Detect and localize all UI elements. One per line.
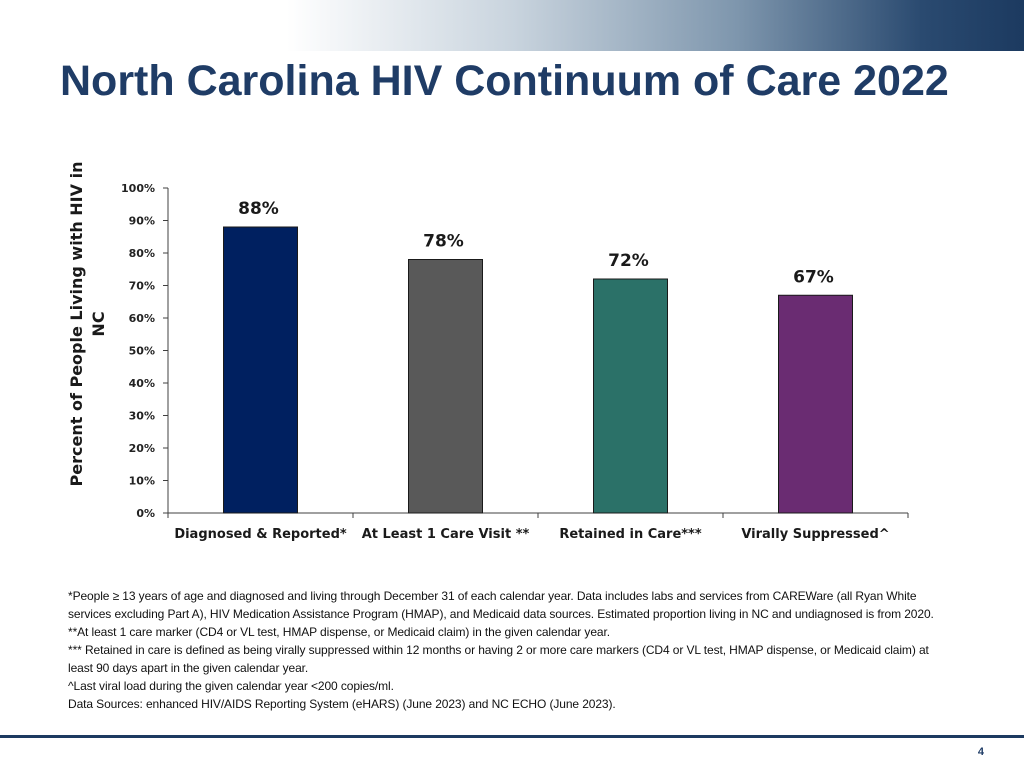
footnote: **At least 1 care marker (CD4 or VL test… xyxy=(68,625,610,639)
y-tick-label: 100% xyxy=(121,182,155,195)
y-tick-label: 20% xyxy=(129,442,155,455)
category-label: Virally Suppressed^ xyxy=(741,527,889,542)
y-tick-label: 60% xyxy=(129,312,155,325)
category-label: Retained in Care*** xyxy=(559,527,702,542)
y-ticks: 0% 10% 20% 30% 40% 50% 60% 70% 80% 90% 100% xyxy=(121,182,168,520)
bar-1 xyxy=(223,226,298,514)
data-labels: 88% 78% 72% 67% xyxy=(238,199,834,287)
data-label: 88% xyxy=(238,199,279,219)
y-tick-label: 70% xyxy=(129,280,155,293)
data-label: 78% xyxy=(423,232,464,252)
bar-4 xyxy=(778,294,853,514)
y-axis-label-line: NC xyxy=(89,311,108,336)
y-tick-label: 30% xyxy=(129,410,155,423)
y-tick-label: 40% xyxy=(129,377,155,390)
y-axis-label-line: Percent of People Living with HIV in xyxy=(67,162,86,487)
data-label: 72% xyxy=(608,251,649,271)
category-label: Diagnosed & Reported* xyxy=(174,527,347,542)
category-labels: Diagnosed & Reported* At Least 1 Care Vis… xyxy=(174,527,889,542)
y-tick-label: 80% xyxy=(129,247,155,260)
y-tick-label: 0% xyxy=(136,507,155,520)
footnote: Data Sources: enhanced HIV/AIDS Reportin… xyxy=(68,697,616,711)
bar-chart: Percent of People Living with HIV in NC 0… xyxy=(67,162,909,542)
category-label: At Least 1 Care Visit ** xyxy=(362,527,530,542)
footnote: *People ≥ 13 years of age and diagnosed … xyxy=(68,589,934,621)
y-axis-label: Percent of People Living with HIV in NC xyxy=(67,162,108,487)
header-band xyxy=(0,0,1024,51)
y-tick-label: 90% xyxy=(129,215,155,228)
footnotes: *People ≥ 13 years of age and diagnosed … xyxy=(68,587,948,713)
footnote: *** Retained in care is defined as being… xyxy=(68,643,929,675)
data-label: 67% xyxy=(793,267,834,287)
bar-2 xyxy=(408,259,483,514)
slide-title: North Carolina HIV Continuum of Care 202… xyxy=(60,57,949,105)
page-number: 4 xyxy=(977,746,984,758)
y-tick-label: 50% xyxy=(129,345,155,358)
footnote: ^Last viral load during the given calend… xyxy=(68,679,394,693)
footer-rule xyxy=(0,735,1024,738)
y-tick-label: 10% xyxy=(129,475,155,488)
bars xyxy=(223,226,853,514)
bar-3 xyxy=(593,278,668,514)
y-axis-label-group: Percent of People Living with HIV in NC xyxy=(67,162,108,487)
